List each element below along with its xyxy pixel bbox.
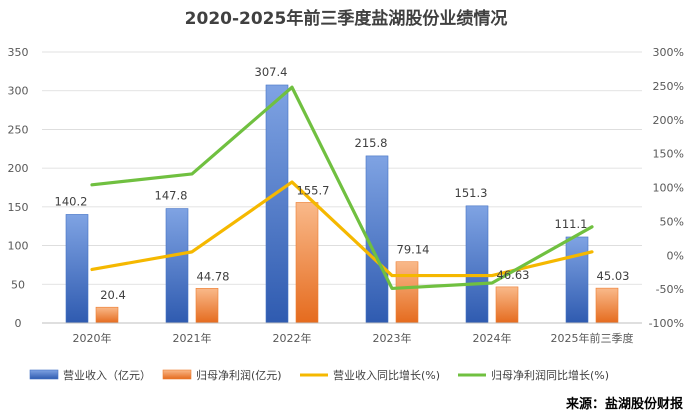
category-label: 2021年 [173,331,212,345]
bar-revenue [65,214,89,324]
data-label-net-profit: 45.03 [597,269,630,283]
line-revenue-growth [90,180,594,278]
right-tick-label: -50% [656,283,684,296]
left-tick-label: 250 [8,123,29,136]
bar-net-profit [495,286,519,324]
legend-swatch [162,369,192,380]
right-tick-label: 50% [660,215,684,228]
data-label-revenue: 151.3 [455,186,488,200]
legend-label: 营业收入同比增长(%) [333,368,440,382]
category-label: 2024年 [473,331,512,345]
data-label-net-profit: 155.7 [297,183,330,197]
right-tick-label: -100% [649,317,684,330]
right-tick-label: 0% [667,249,684,262]
category-label: 2025年前三季度 [551,331,634,345]
bar-revenue [165,208,189,324]
data-label-net-profit: 79.14 [397,243,430,257]
bar-revenue [465,205,489,324]
source-note: 来源：盐湖股份财报 [565,396,684,412]
category-label: 2023年 [373,331,412,345]
bar-revenue [565,236,589,324]
bar-net-profit [595,287,619,324]
data-labels: 140.2 147.8 307.4 215.8 151.3 111.1 20.4 44.78 1… [55,65,630,302]
left-tick-label: 50 [11,278,25,291]
data-label-net-profit: 44.78 [197,269,230,283]
bar-net-profit [395,261,419,324]
gridlines [42,51,642,324]
axes: 0 50 100 150 200 250 300 350 -100% -50% 0% 50% 100% 1… [8,46,685,345]
data-label-revenue: 140.2 [55,194,88,208]
bars [65,84,619,324]
left-tick-label: 100 [8,240,29,253]
data-label-revenue: 215.8 [355,136,388,150]
left-tick-label: 300 [8,85,29,98]
lines [90,85,594,291]
bar-net-profit [95,306,119,324]
legend-label: 营业收入（亿元） [63,368,151,382]
bar-revenue [265,84,289,324]
right-tick-label: 100% [653,182,684,195]
category-label: 2022年 [273,331,312,345]
right-tick-label: 250% [653,80,684,93]
legend-label: 归母净利润(亿元) [196,368,282,382]
left-tick-label: 0 [15,317,22,330]
bar-net-profit [195,288,219,324]
left-tick-label: 150 [8,201,29,214]
data-label-net-profit: 46.63 [497,268,530,282]
data-label-net-profit: 20.4 [100,288,126,302]
bar-net-profit [295,202,319,324]
data-label-revenue: 147.8 [155,189,188,203]
data-label-revenue: 307.4 [255,65,288,79]
right-tick-label: 200% [653,114,684,127]
line-profit-growth [90,85,594,291]
right-tick-label: 300% [653,46,684,59]
legend: 营业收入（亿元） 归母净利润(亿元) 营业收入同比增长(%) 归母净利润同比增长(%) [29,368,609,382]
chart-title: 2020-2025年前三季度盐湖股份业绩情况 [185,8,508,29]
left-tick-label: 350 [8,46,29,59]
category-label: 2020年 [73,331,112,345]
right-tick-label: 150% [653,148,684,161]
legend-swatch [29,369,59,380]
data-label-revenue: 111.1 [555,217,588,231]
legend-label: 归母净利润同比增长(%) [491,368,609,382]
left-tick-label: 200 [8,162,29,175]
